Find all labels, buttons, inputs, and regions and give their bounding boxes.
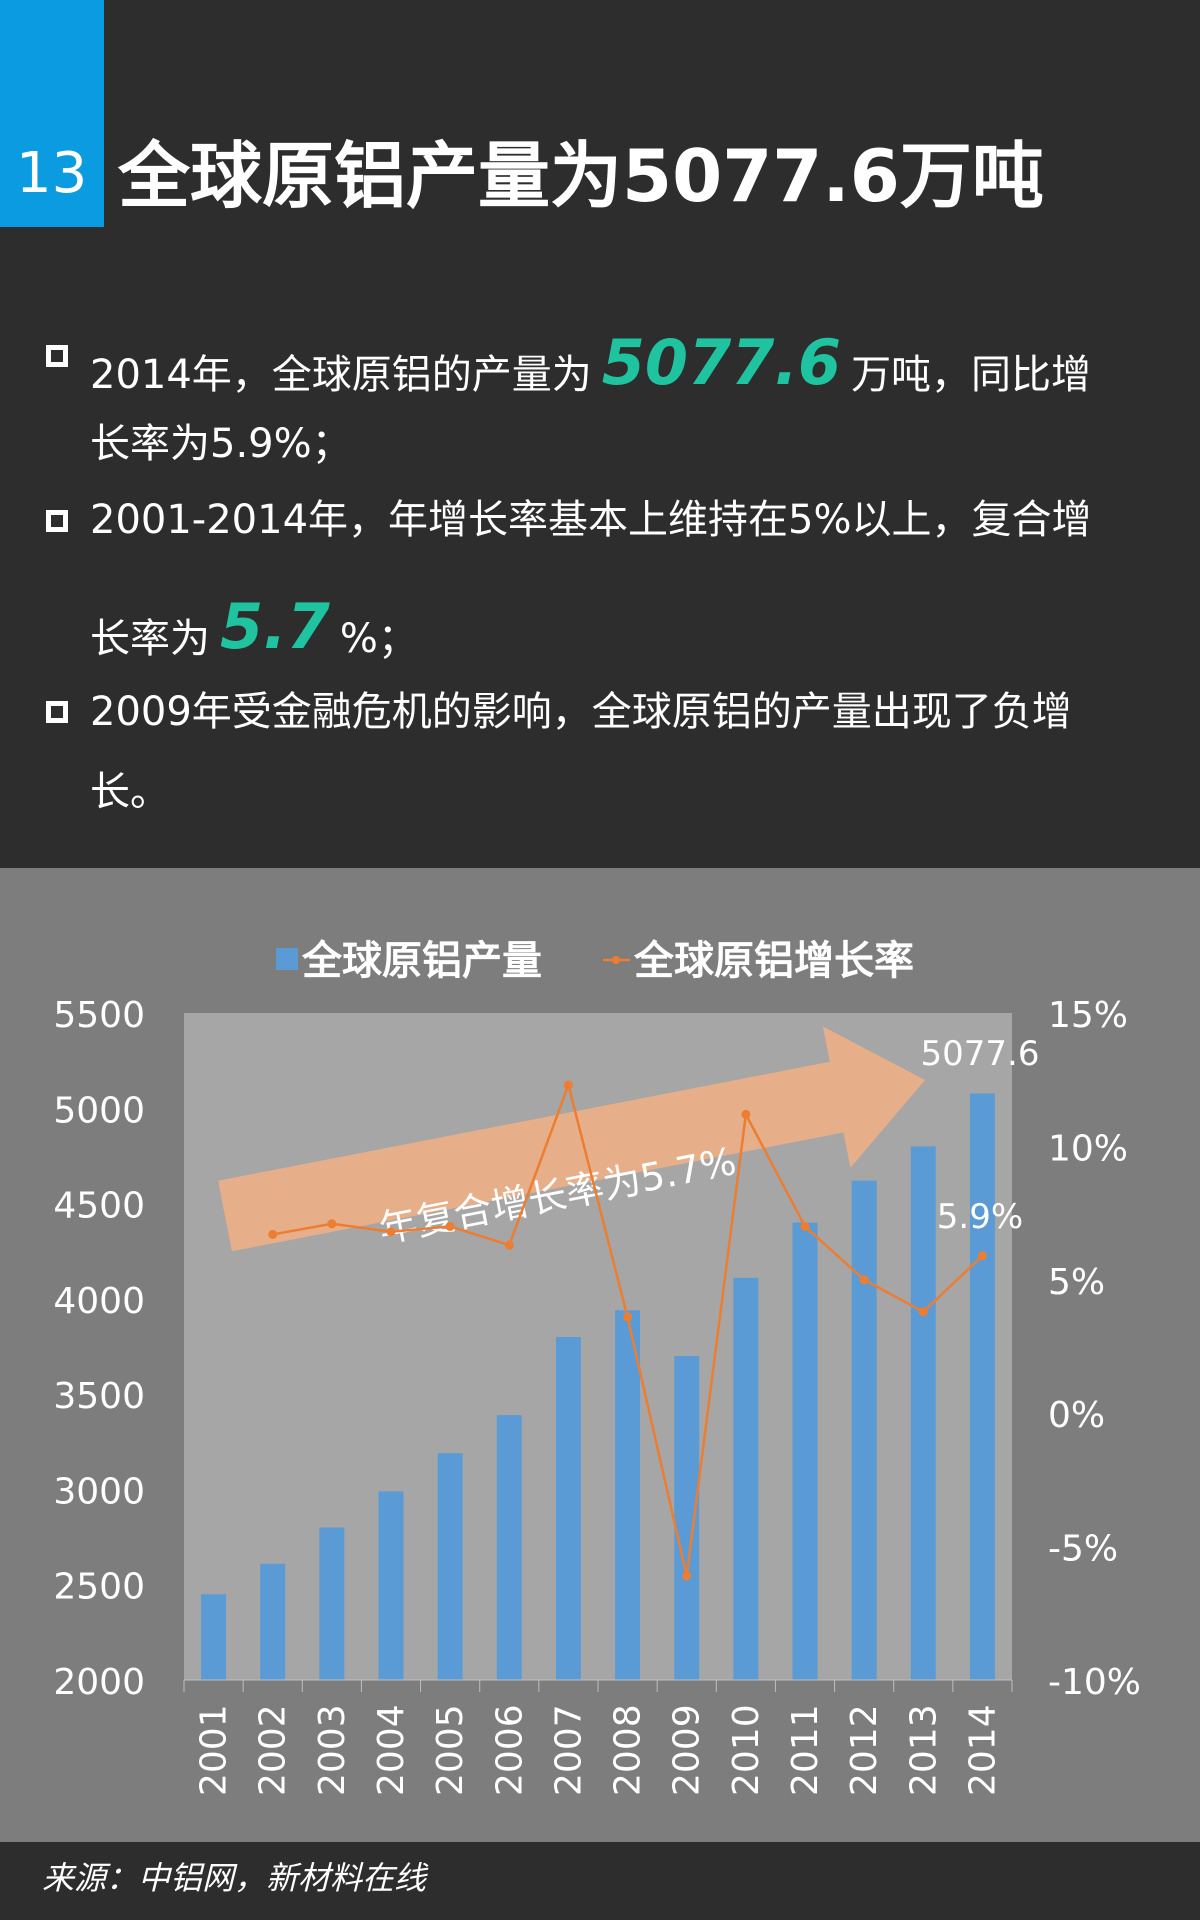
y-left-tick-label: 3000 <box>53 1471 145 1512</box>
growth-point-2003 <box>327 1219 337 1229</box>
bar-2010 <box>733 1277 759 1680</box>
slide-number: 13 <box>16 141 88 206</box>
source-text: 来源：中铝网，新材料在线 <box>42 1859 427 1897</box>
x-tick-label: 2012 <box>844 1704 885 1796</box>
bullet-square-icon <box>46 701 68 723</box>
bullet-2-line-2: 长率为 5.7%； <box>90 596 418 662</box>
bullet-list: 2014年，全球原铝的产量为 5077.6 万吨，同比增 长率为5.9%； 2001… <box>0 0 1200 860</box>
chart-svg: 年复合增长率为5.7% 2000250030003500400045005000… <box>53 938 1141 1796</box>
legend-bar-swatch <box>276 948 298 970</box>
y-left-tick-label: 5000 <box>53 1090 145 1131</box>
bar-2005 <box>437 1453 463 1680</box>
growth-point-2007 <box>563 1080 573 1090</box>
x-tick-label: 2002 <box>253 1704 294 1796</box>
growth-point-2012 <box>859 1275 869 1285</box>
chart-area: 年复合增长率为5.7% 2000 2500 3000 3500 4000 4500 5000… <box>0 868 1200 1842</box>
bar-2011 <box>792 1222 818 1680</box>
bullet-square-icon <box>46 345 68 367</box>
x-tick-label: 2005 <box>430 1704 471 1796</box>
growth-point-2013 <box>918 1307 928 1317</box>
bar-2012 <box>851 1180 877 1680</box>
x-tick-label: 2006 <box>489 1704 530 1796</box>
bar-2006 <box>496 1415 522 1680</box>
growth-point-2004 <box>386 1227 396 1237</box>
legend-line-marker <box>612 956 620 964</box>
bullet-1-line-2: 长率为5.9%； <box>90 421 352 467</box>
bar-2014 <box>969 1093 995 1680</box>
growth-point-2002 <box>268 1229 278 1239</box>
bullet-2-highlight: 5.7 <box>220 590 330 663</box>
growth-point-2006 <box>504 1240 514 1250</box>
x-tick-label: 2009 <box>667 1704 708 1796</box>
bar-2013 <box>910 1146 936 1680</box>
x-tick-label: 2010 <box>726 1704 767 1796</box>
growth-point-2009 <box>682 1571 692 1581</box>
bar-2004 <box>378 1491 404 1680</box>
y-left-tick-label: 3500 <box>53 1376 145 1417</box>
y-right-tick-label: 0% <box>1048 1395 1105 1436</box>
bullet-2-text-pre: 长率为 <box>90 616 210 662</box>
last-bar-data-label: 5077.6 <box>921 1034 1040 1074</box>
slide-number-box: 13 <box>0 0 104 227</box>
growth-point-2010 <box>741 1109 751 1119</box>
footer: 来源：中铝网，新材料在线 <box>0 1842 1200 1920</box>
bullet-3-line-2: 长。 <box>90 769 170 815</box>
y-left-tick-label: 4500 <box>53 1186 145 1227</box>
y-right-tick-label: -10% <box>1048 1662 1141 1703</box>
bullet-1-line-1: 2014年，全球原铝的产量为 5077.6 万吨，同比增 <box>90 332 1092 398</box>
page-title: 全球原铝产量为5077.6万吨 <box>118 134 1044 218</box>
last-point-data-label: 5.9% <box>937 1197 1023 1237</box>
x-tick-label: 2013 <box>903 1704 944 1796</box>
growth-point-2005 <box>445 1221 455 1231</box>
x-tick-label: 2004 <box>371 1704 412 1796</box>
x-tick-label: 2008 <box>608 1704 649 1796</box>
y-left-tick-label: 2500 <box>53 1567 145 1608</box>
bullet-2-line-1: 2001-2014年，年增长率基本上维持在5%以上，复合增 <box>90 497 1092 543</box>
bar-2008 <box>615 1310 641 1680</box>
y-left-tick-label: 4000 <box>53 1281 145 1322</box>
legend-bar-label: 全球原铝产量 <box>301 938 542 984</box>
x-tick-label: 2014 <box>962 1704 1003 1796</box>
y-left-tick-label: 5500 <box>53 995 145 1036</box>
growth-point-2014 <box>977 1251 987 1261</box>
y-right-tick-label: 10% <box>1048 1128 1128 1169</box>
bullet-3-line-1: 2009年受金融危机的影响，全球原铝的产量出现了负增 <box>90 689 1072 735</box>
growth-point-2011 <box>800 1221 810 1231</box>
bullet-1-highlight: 5077.6 <box>601 326 842 399</box>
bar-2009 <box>674 1356 700 1680</box>
x-tick-label: 2011 <box>785 1704 826 1796</box>
x-tick-label: 2001 <box>194 1704 235 1796</box>
bullet-1-text-post: 万吨，同比增 <box>851 352 1092 398</box>
bullet-2-text-post: %； <box>339 616 418 662</box>
y-left-tick-label: 2000 <box>53 1662 145 1703</box>
bar-2002 <box>260 1563 286 1680</box>
legend-line-label: 全球原铝增长率 <box>633 938 914 984</box>
bullet-square-icon <box>46 510 68 532</box>
y-right-tick-label: 15% <box>1048 995 1128 1036</box>
growth-point-2008 <box>623 1312 633 1322</box>
y-right-tick-label: -5% <box>1048 1529 1118 1570</box>
bar-2001 <box>201 1594 227 1680</box>
x-tick-label: 2003 <box>312 1704 353 1796</box>
x-tick-label: 2007 <box>548 1704 589 1796</box>
growth-arrow <box>218 1026 926 1252</box>
bar-2003 <box>319 1527 345 1680</box>
bullet-1-text-pre: 2014年，全球原铝的产量为 <box>90 352 592 398</box>
bar-2007 <box>555 1336 581 1680</box>
y-right-tick-label: 5% <box>1048 1262 1105 1303</box>
